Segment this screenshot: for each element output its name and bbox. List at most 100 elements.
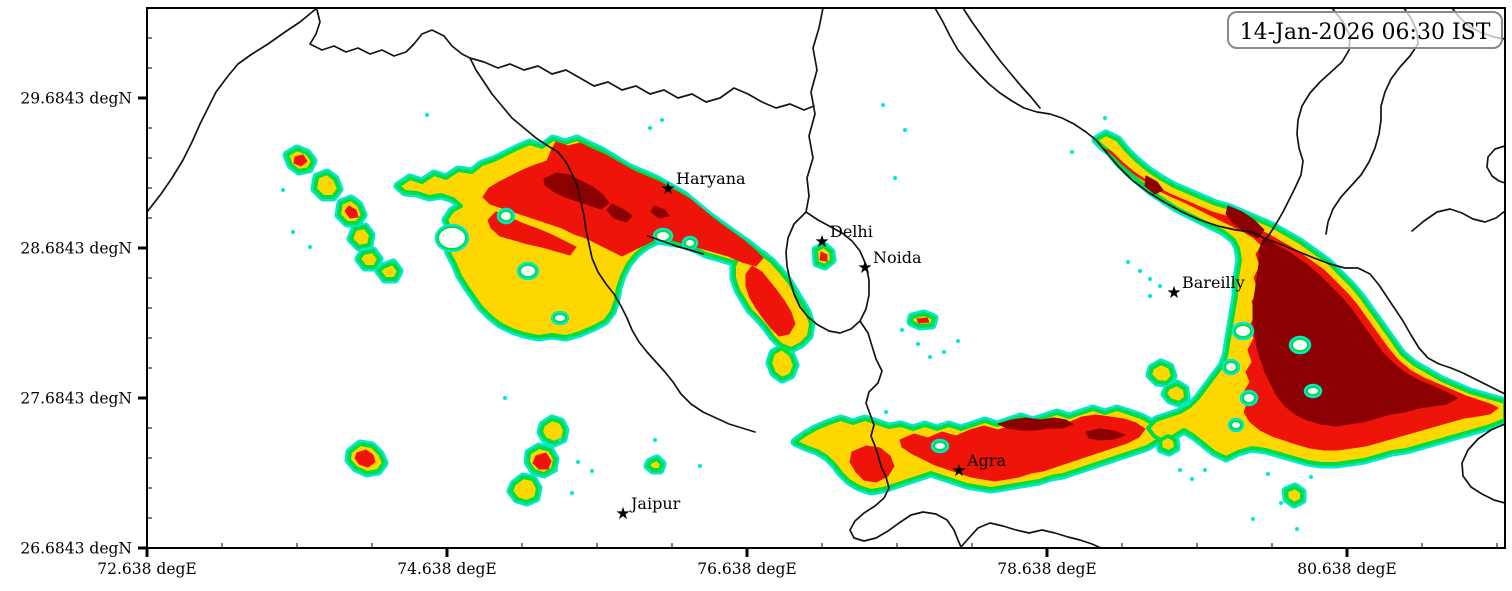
fog-speck — [1138, 269, 1142, 273]
city-star-icon: ★ — [615, 504, 630, 524]
fog-hole — [933, 441, 947, 451]
city-star-icon: ★ — [660, 179, 675, 199]
city-markers-layer: ★Haryana★Delhi★Noida★Bareilly★Agra★Jaipu… — [615, 169, 1244, 524]
fog-speck — [928, 355, 932, 359]
axes-layer: 72.638 degE 74.638 degE 76.638 degE 78.638 … — [20, 7, 1506, 579]
city-marker-delhi: ★Delhi — [814, 222, 872, 252]
boundary-north-hill-border — [309, 9, 815, 111]
fog-speck — [903, 128, 907, 132]
fog-speck — [281, 188, 285, 192]
boundary-pakistan-border — [147, 8, 318, 213]
fog-speck — [308, 245, 312, 249]
fog-speck — [503, 396, 507, 400]
fog-region-moderate — [509, 475, 540, 504]
fog-region-very-dense — [1225, 205, 1265, 239]
fog-hole-outline — [652, 227, 674, 245]
fog-hole — [1224, 361, 1238, 373]
fog-region-moderate — [313, 171, 341, 199]
fog-speck — [1190, 477, 1194, 481]
x-tick-label: 78.638 degE — [997, 560, 1097, 578]
fog-region-moderate — [539, 417, 567, 445]
fog-speck — [1148, 294, 1152, 298]
boundaries-layer — [147, 8, 1505, 548]
city-marker-haryana: ★Haryana — [660, 169, 746, 199]
city-marker-agra: ★Agra — [951, 451, 1006, 481]
fog-region-dense — [899, 414, 1146, 482]
fog-hole-outline — [434, 223, 470, 253]
fog-region-moderate — [646, 457, 664, 472]
x-tick-label: 80.638 degE — [1297, 560, 1397, 578]
fog-speck — [291, 230, 295, 234]
fog-hole — [499, 210, 513, 222]
fog-speck — [893, 176, 897, 180]
y-tick-label: 27.6843 degN — [20, 390, 132, 408]
fog-region-dense — [293, 154, 308, 167]
fog-region-dense — [916, 317, 930, 324]
city-label: Delhi — [830, 222, 873, 241]
fog-region-very-dense — [650, 205, 670, 219]
fog-hole-outline — [550, 310, 570, 326]
fog-speck — [425, 113, 429, 117]
fog-speck — [653, 438, 657, 442]
fog-region-very-dense — [997, 417, 1074, 431]
fog-region-moderate — [1148, 361, 1175, 385]
fog-region-dense — [344, 205, 359, 219]
fog-speck — [1178, 468, 1182, 472]
boundary-nepal-border-inner — [1325, 43, 1419, 235]
fog-speck — [1279, 501, 1283, 505]
boundary-right-edge-curve — [1486, 145, 1505, 184]
fog-region-moderate — [768, 346, 797, 381]
fog-region-moderate — [357, 249, 381, 269]
boundary-nepal-border-west — [1261, 8, 1351, 245]
axis-ticks — [138, 37, 1498, 557]
fog-region-moderate — [1284, 485, 1304, 506]
fog-hole-outline — [516, 261, 540, 281]
fog-speck — [1266, 472, 1270, 476]
fog-speck — [884, 410, 888, 414]
fog-region-dense — [354, 449, 376, 468]
fog-hole-outline — [1303, 383, 1323, 399]
fog-speck — [558, 438, 562, 442]
fog-speck — [916, 342, 920, 346]
fog-region-very-dense — [543, 172, 610, 210]
x-tick-label: 72.638 degE — [97, 560, 197, 578]
fog-hole-outline — [1221, 358, 1241, 376]
fog-speck — [942, 350, 946, 354]
city-label: Bareilly — [1182, 273, 1245, 292]
x-tick-label: 76.638 degE — [697, 560, 797, 578]
city-label: Agra — [966, 451, 1006, 470]
timestamp-layer: 14-Jan-2026 06:30 IST — [1227, 11, 1503, 49]
fog-hole-outline — [1231, 321, 1255, 341]
y-tick-label: 29.6843 degN — [20, 90, 132, 108]
axis-tick-labels: 72.638 degE 74.638 degE 76.638 degE 78.638 … — [20, 90, 1396, 579]
city-star-icon: ★ — [857, 258, 872, 278]
fog-hole — [553, 313, 567, 323]
city-star-icon: ★ — [814, 232, 829, 252]
boundary-delhi-boundary-loop — [785, 211, 870, 334]
boundary-uttarakhand-border-east — [962, 8, 1041, 109]
fog-speck — [1070, 150, 1074, 154]
boundary-uttarakhand-border-west — [934, 8, 1505, 395]
fog-region-very-dense — [1144, 175, 1164, 195]
fog-hole-outline — [496, 207, 516, 225]
fog-speck — [1126, 260, 1130, 264]
boundary-right-lower-border — [1411, 208, 1505, 232]
fog-hole — [1230, 420, 1242, 430]
fog-hole-outline — [681, 235, 699, 251]
timestamp-box — [1227, 11, 1503, 49]
fog-speck — [660, 118, 664, 122]
fog-speck — [900, 328, 904, 332]
fog-hole — [519, 264, 537, 278]
boundary-bottom-right-border — [1461, 423, 1505, 504]
fog-region-very-dense — [1085, 428, 1126, 441]
fog-speck — [1103, 116, 1107, 120]
city-marker-jaipur: ★Jaipur — [615, 494, 680, 524]
city-star-icon: ★ — [951, 461, 966, 481]
fog-hole-outline — [1239, 389, 1259, 407]
boundary-yamuna-border-north — [805, 8, 824, 213]
city-label: Noida — [873, 248, 922, 267]
y-tick-label: 26.6843 degN — [20, 540, 132, 558]
fog-speck — [554, 468, 558, 472]
